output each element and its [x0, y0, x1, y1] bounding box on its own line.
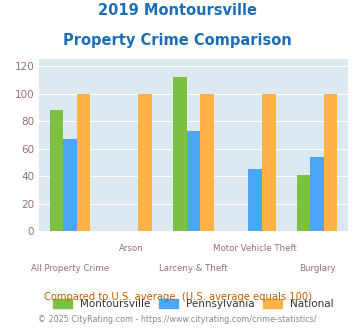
Bar — [324, 94, 337, 231]
Bar — [173, 77, 187, 231]
Text: Compared to U.S. average. (U.S. average equals 100): Compared to U.S. average. (U.S. average … — [44, 292, 311, 302]
Bar — [200, 94, 214, 231]
Text: Larceny & Theft: Larceny & Theft — [159, 264, 228, 273]
Bar — [138, 94, 152, 231]
Legend: Montoursville, Pennsylvania, National: Montoursville, Pennsylvania, National — [49, 295, 338, 313]
Bar — [248, 169, 262, 231]
Bar — [310, 157, 324, 231]
Bar — [77, 94, 90, 231]
Bar — [262, 94, 275, 231]
Bar — [63, 139, 77, 231]
Text: 2019 Montoursville: 2019 Montoursville — [98, 3, 257, 18]
Text: Arson: Arson — [119, 244, 144, 253]
Bar — [187, 131, 200, 231]
Text: Motor Vehicle Theft: Motor Vehicle Theft — [213, 244, 297, 253]
Text: All Property Crime: All Property Crime — [31, 264, 109, 273]
Text: Property Crime Comparison: Property Crime Comparison — [63, 33, 292, 48]
Bar — [297, 175, 310, 231]
Text: © 2025 CityRating.com - https://www.cityrating.com/crime-statistics/: © 2025 CityRating.com - https://www.city… — [38, 315, 317, 324]
Text: Burglary: Burglary — [299, 264, 335, 273]
Bar — [50, 110, 63, 231]
